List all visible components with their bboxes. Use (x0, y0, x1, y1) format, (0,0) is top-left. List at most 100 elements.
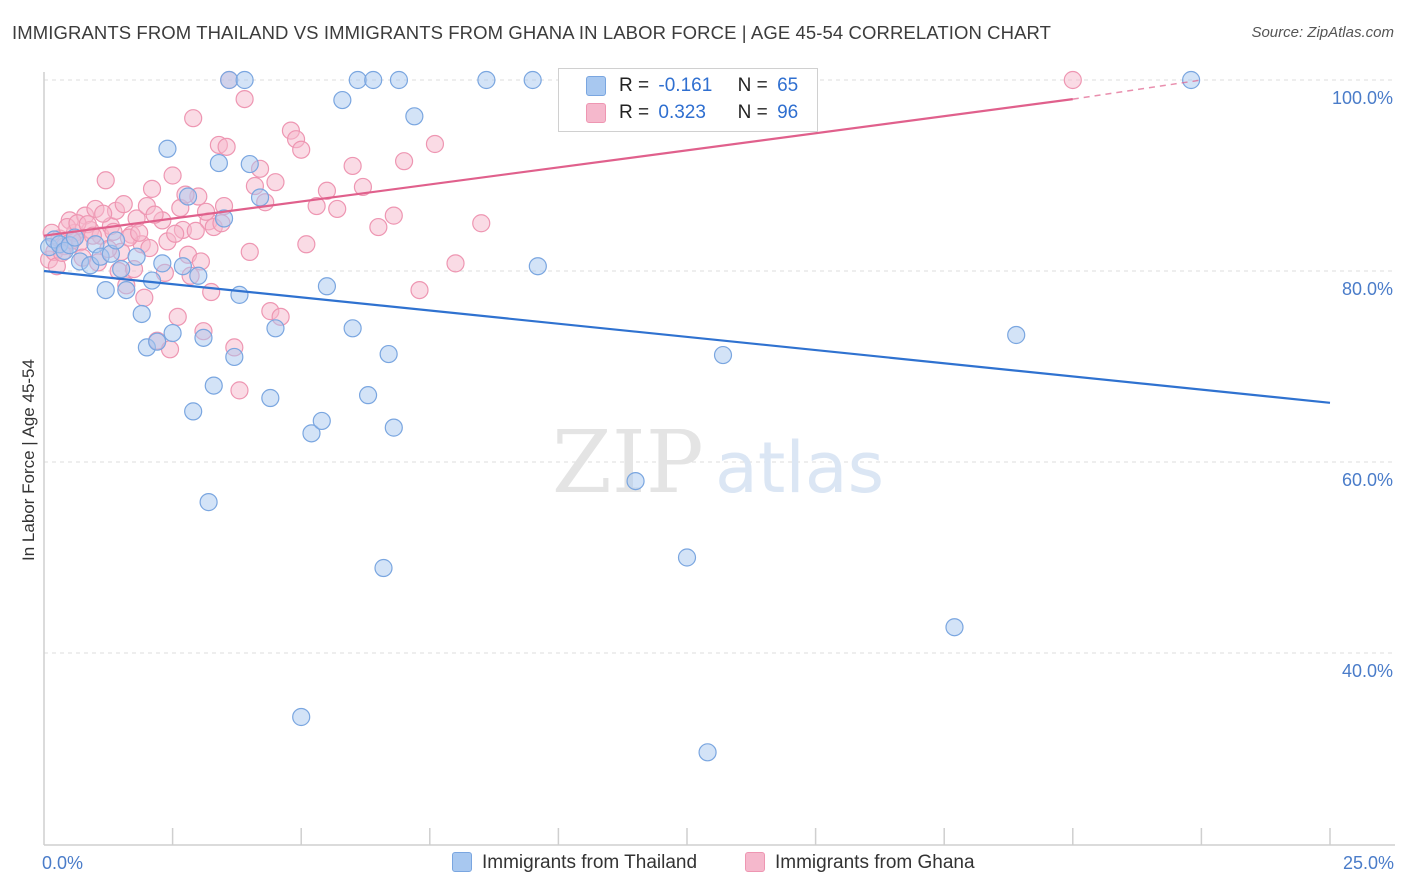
ghana-point (96, 171, 115, 190)
thailand-point (148, 332, 167, 351)
legend-n-ghana: 96 (777, 102, 799, 123)
ghana-point (186, 221, 205, 240)
series-swatch-thailand (452, 852, 472, 872)
legend-r-ghana: 0.323 (658, 102, 706, 123)
y-tick-label-40: 40.0% (1342, 661, 1393, 681)
ghana-point (297, 235, 316, 254)
watermark: ZIP atlas (552, 413, 884, 513)
ghana-point (307, 196, 326, 216)
ghana-point (135, 288, 154, 307)
trend-lines (43, 79, 1331, 404)
thailand-point (209, 153, 228, 173)
thailand-point (178, 187, 198, 206)
ghana-point (184, 109, 203, 128)
legend-r-thailand: -0.161 (658, 75, 713, 96)
ghana-point (328, 199, 347, 219)
thailand-point (153, 254, 172, 273)
ghana-point (343, 156, 362, 176)
thailand-point (117, 281, 136, 300)
thailand-point (106, 231, 126, 250)
thailand-point (389, 70, 409, 90)
x-ticks (171, 828, 1331, 845)
thailand-point (379, 344, 398, 364)
thailand-point (230, 285, 249, 304)
thailand-point (374, 558, 393, 578)
series-label-thailand: Immigrants from Thailand (482, 852, 698, 873)
thailand-point (127, 247, 146, 266)
thailand-point (220, 70, 239, 90)
ghana-point (266, 173, 285, 192)
x-tick-label-min: 0.0% (42, 853, 83, 873)
thailand-point (348, 70, 367, 90)
series-legend-ghana: Immigrants from Ghana (745, 852, 975, 876)
ghana-point (384, 206, 403, 225)
ghana-point (196, 202, 216, 221)
correlation-legend: R = -0.161 N = 65 R = 0.323 N = 96 (558, 68, 818, 132)
ghana-point (394, 152, 414, 171)
thailand-point (65, 228, 84, 247)
thailand-point (364, 70, 383, 90)
thailand-point (112, 259, 131, 279)
thailand-point (189, 266, 208, 285)
thailand-point (250, 188, 270, 207)
ghana-point (317, 181, 337, 200)
ghana-point (217, 137, 236, 156)
y-tick-label-100: 100.0% (1332, 88, 1393, 108)
thailand-point (261, 388, 280, 408)
thailand-point (677, 548, 697, 567)
thailand-point (713, 345, 733, 365)
ghana-point (202, 282, 221, 302)
series-swatch-ghana (745, 852, 765, 872)
thailand-point (626, 472, 645, 491)
thailand-point (214, 209, 234, 228)
thailand-point (1182, 70, 1201, 90)
thailand-point (163, 323, 182, 343)
thailand-point (302, 424, 321, 443)
trend-line-ghana (43, 98, 1073, 237)
legend-r-label: R = (619, 75, 650, 96)
thailand-point (317, 277, 337, 296)
legend-n-label: N = (737, 75, 768, 96)
ghana-point (235, 89, 254, 109)
axes (43, 72, 1395, 846)
thailand-point (204, 376, 223, 395)
thailand-point (358, 386, 378, 405)
ghana-point (425, 134, 445, 154)
ghana-point (292, 140, 311, 159)
thailand-point (333, 90, 352, 110)
ghana-point (94, 204, 113, 223)
thailand-point (96, 281, 115, 300)
chart-title: IMMIGRANTS FROM THAILAND VS IMMIGRANTS F… (12, 22, 1052, 43)
ghana-point (446, 254, 465, 273)
ghana-point (1063, 70, 1082, 90)
thailand-point (477, 70, 496, 90)
thailand-point (528, 257, 547, 276)
y-tick-label-80: 80.0% (1342, 279, 1393, 299)
thailand-point (158, 139, 177, 158)
ghana-point (166, 224, 185, 243)
thailand-point (312, 411, 331, 431)
ghana-point (140, 238, 159, 258)
legend-n-label: N = (737, 102, 768, 123)
trend-line-ghana-extension (1072, 79, 1202, 100)
thailand-point (240, 154, 259, 174)
watermark-zip: ZIP (552, 413, 704, 513)
series-label-ghana: Immigrants from Ghana (775, 852, 975, 873)
x-tick-label-max: 25.0% (1343, 853, 1394, 873)
thailand-point (698, 743, 717, 762)
series-legend-thailand: Immigrants from Thailand (452, 852, 697, 876)
ghana-point (130, 223, 149, 242)
thailand-point (384, 418, 403, 437)
thailand-point (405, 107, 424, 126)
ghana-point (163, 166, 182, 185)
ghana-point (472, 214, 491, 233)
ghana-point (142, 179, 162, 198)
legend-swatch-ghana (586, 103, 606, 123)
ghana-point (240, 242, 259, 261)
ghana-point (145, 205, 164, 224)
thailand-point (945, 618, 964, 637)
thailand-point (173, 257, 192, 276)
ghana-point (410, 281, 429, 300)
ghana-point (114, 195, 133, 214)
